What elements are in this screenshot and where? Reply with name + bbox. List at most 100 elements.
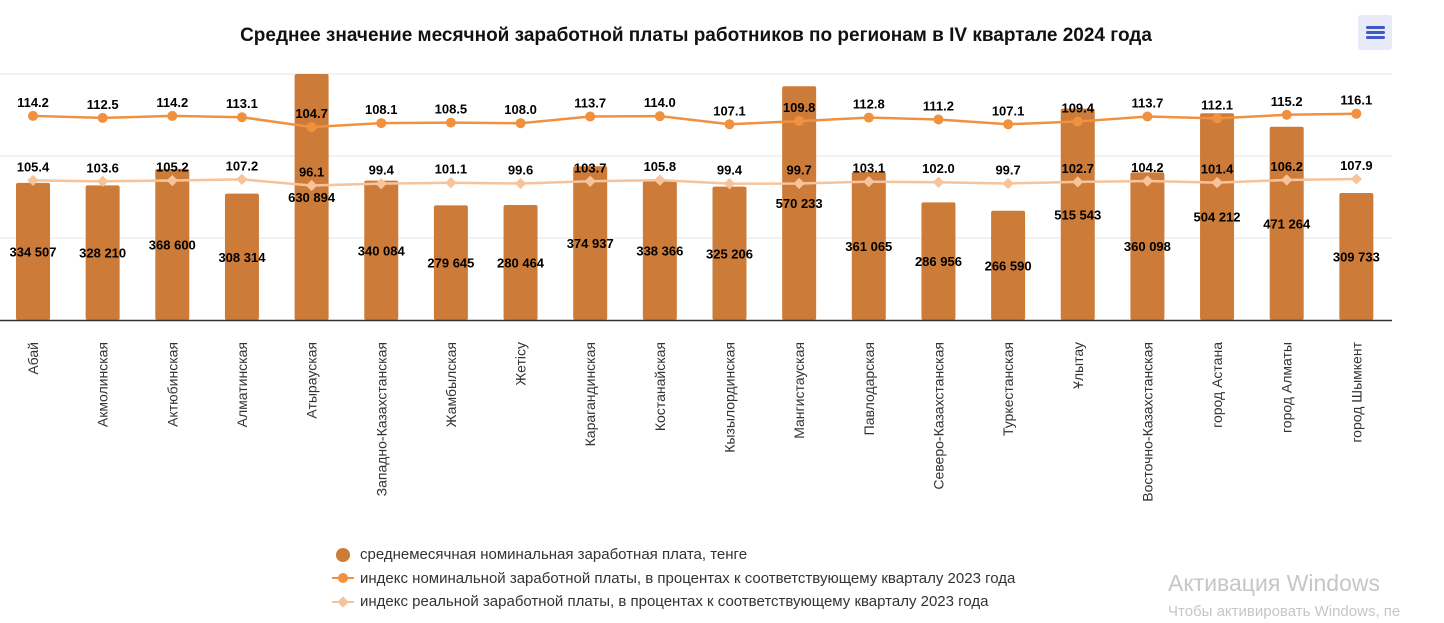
line-point [1072, 116, 1083, 127]
bar-value-label: 334 507 [10, 244, 57, 259]
line-point [1212, 113, 1223, 124]
data-label: 99.4 [369, 163, 395, 178]
data-label: 99.7 [786, 162, 811, 177]
bar-value-label: 368 600 [149, 237, 196, 252]
bar-value-label: 308 314 [218, 250, 266, 265]
data-label: 113.1 [226, 96, 258, 111]
bar [364, 180, 399, 320]
windows-activation-watermark-title: Активация Windows [1168, 570, 1380, 596]
bar [503, 205, 538, 320]
x-tick-label: Карагандинская [582, 342, 598, 446]
bar [712, 186, 747, 320]
bar [224, 193, 259, 320]
bar [433, 205, 468, 320]
line-point [306, 122, 317, 133]
data-label: 102.0 [922, 161, 955, 176]
line-point [1002, 177, 1014, 190]
line-point [723, 178, 736, 190]
bar-value-label: 340 084 [358, 243, 406, 258]
x-tick-label: Восточно-Казахстанская [1139, 342, 1155, 502]
line-point [585, 111, 596, 122]
bar [1130, 172, 1165, 320]
line-point [863, 175, 875, 188]
data-label: 99.6 [508, 163, 533, 178]
line-point [794, 116, 805, 127]
line-point [305, 179, 318, 192]
bar-value-label: 280 464 [497, 256, 545, 271]
x-tick-label: Западно-Казахстанская [373, 342, 389, 496]
data-label: 99.4 [717, 163, 743, 178]
x-tick-label: Алматинская [234, 342, 250, 427]
chart-title: Среднее значение месячной заработной пла… [240, 25, 1152, 46]
data-label: 104.7 [295, 106, 328, 121]
line-point [166, 174, 178, 187]
data-label: 107.9 [1340, 158, 1373, 173]
line-point [724, 119, 735, 130]
data-label: 104.2 [1131, 160, 1164, 175]
data-label: 112.8 [853, 97, 885, 112]
line-series-2 [32, 177, 1357, 187]
data-label: 107.1 [992, 103, 1025, 118]
x-tick-label: Ұлытау [1070, 342, 1086, 389]
data-label: 115.2 [1271, 94, 1303, 109]
legend-item-salary[interactable]: среднемесячная номинальная заработная пл… [332, 543, 1015, 567]
legend: среднемесячная номинальная заработная пл… [332, 543, 1015, 614]
bar-value-label: 360 098 [1124, 239, 1171, 254]
bar [294, 74, 329, 320]
x-tick-label: Кызылординская [722, 342, 738, 453]
bar-value-label: 328 210 [79, 246, 126, 261]
line-point [376, 118, 387, 129]
bar-value-label: 309 733 [1333, 250, 1380, 265]
bar-value-label: 504 212 [1194, 210, 1241, 225]
line-point [1281, 109, 1292, 120]
data-label: 105.8 [644, 159, 677, 174]
legend-label: индекс номинальной заработной платы, в п… [360, 569, 1016, 587]
hamburger-menu-icon [1366, 26, 1385, 29]
x-tick-label: город Шымкент [1348, 341, 1364, 442]
legend-label: индекс реальной заработной платы, в проц… [360, 593, 989, 611]
data-label: 114.0 [644, 95, 676, 110]
data-label: 111.2 [923, 98, 954, 113]
x-tick-label: Жетісу [513, 342, 529, 386]
line-circle-marker-icon [332, 570, 356, 586]
line-point [1142, 111, 1153, 122]
line-point [793, 177, 805, 190]
line-point [584, 175, 596, 187]
data-label: 105.4 [17, 159, 50, 174]
line-point [1351, 108, 1362, 119]
bar [851, 171, 886, 320]
line-point [96, 175, 109, 188]
bar [1060, 108, 1095, 320]
chart-menu-button[interactable] [1358, 15, 1392, 50]
data-label: 108.1 [365, 102, 398, 117]
hamburger-menu-icon-bar [1366, 31, 1385, 34]
legend-item-real-index[interactable]: индекс реальной заработной платы, в проц… [332, 590, 1015, 614]
data-label: 116.1 [1340, 93, 1372, 108]
bar-value-label: 570 233 [776, 196, 823, 211]
bar-value-label: 471 264 [1263, 216, 1311, 231]
legend-item-nominal-index[interactable]: индекс номинальной заработной платы, в п… [332, 567, 1015, 591]
line-point [375, 178, 387, 190]
line-point [654, 174, 666, 186]
data-label: 108.0 [504, 102, 537, 117]
data-label: 112.1 [1201, 97, 1233, 112]
bar-value-label: 515 543 [1054, 207, 1101, 222]
data-label: 109.4 [1061, 101, 1094, 116]
bar-value-label: 338 366 [636, 244, 683, 259]
data-label: 108.5 [435, 102, 468, 117]
bar-value-label: 279 645 [427, 256, 474, 271]
x-tick-label: Атырауская [304, 342, 320, 419]
line-point [654, 111, 665, 122]
bar-value-label: 266 590 [985, 258, 1032, 273]
bar [921, 202, 956, 320]
line-point [932, 176, 945, 188]
bar-value-label: 325 206 [706, 246, 753, 261]
x-tick-label: Акмолинская [95, 342, 111, 427]
data-label: 113.7 [1131, 96, 1163, 111]
data-label: 114.2 [156, 95, 188, 110]
data-label: 105.2 [156, 159, 189, 174]
windows-activation-watermark-text: Чтобы активировать Windows, пе [1168, 603, 1401, 620]
bar [85, 185, 120, 320]
data-label: 103.1 [853, 161, 886, 176]
data-label: 103.6 [86, 160, 119, 175]
